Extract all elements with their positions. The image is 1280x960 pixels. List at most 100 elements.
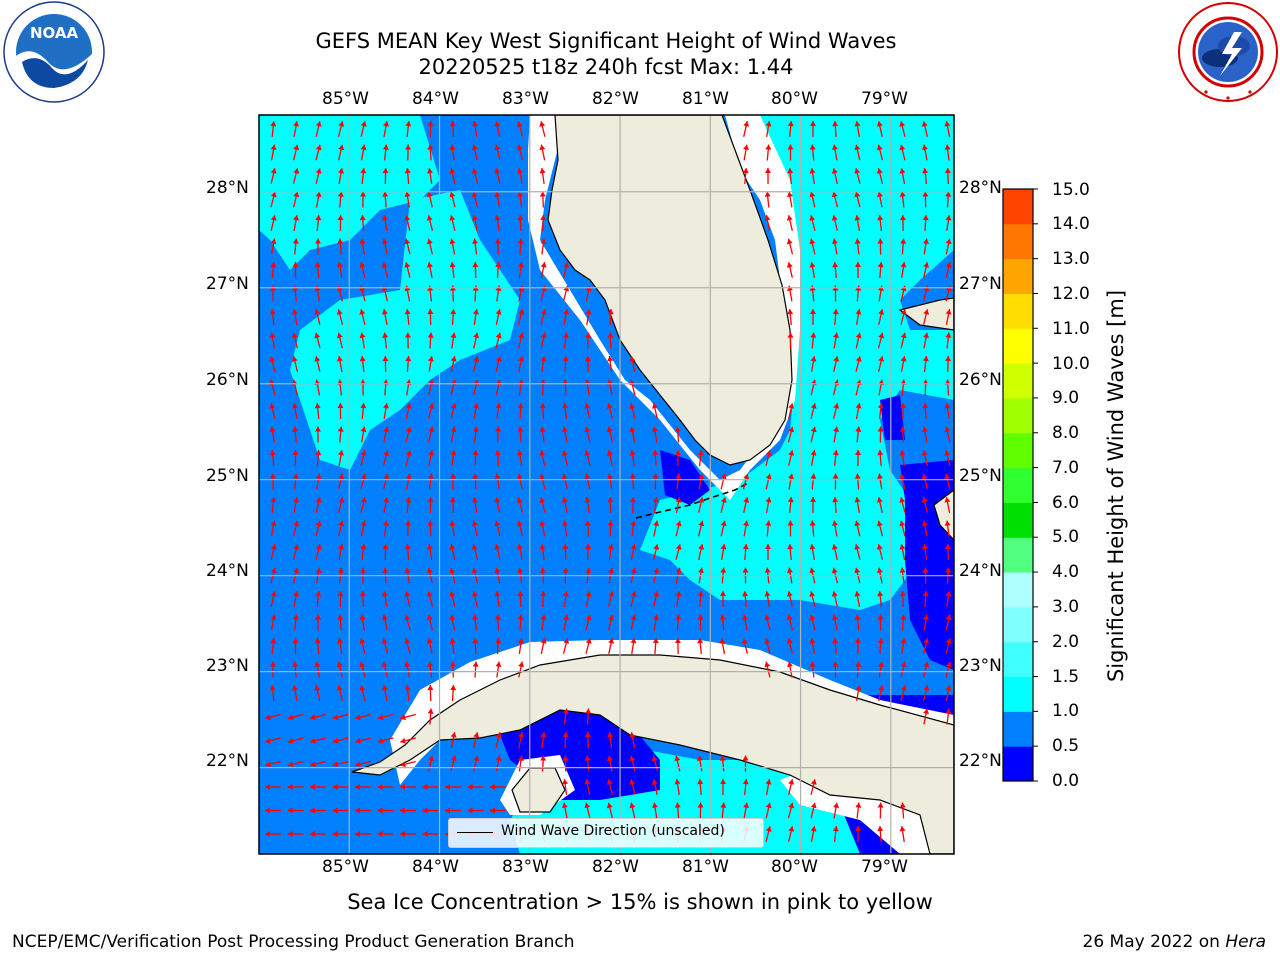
wave-direction-arrowhead — [518, 332, 525, 339]
wave-direction-arrowhead — [674, 638, 681, 644]
colorbar-segment — [1003, 467, 1033, 503]
wave-direction-arrowhead — [921, 450, 928, 456]
wave-direction-arrowhead — [450, 685, 457, 691]
wave-direction-arrowhead — [292, 614, 299, 620]
colorbar-segment — [1003, 502, 1033, 538]
wave-direction-arrowhead — [315, 497, 322, 503]
wave-direction-arrowhead — [427, 520, 434, 526]
wave-direction-arrowhead — [472, 497, 479, 503]
wave-direction-arrowhead — [427, 309, 434, 315]
wave-direction-arrowhead — [765, 144, 772, 150]
colorbar-tick: 0.0 — [1052, 771, 1080, 791]
wave-direction-arrowhead — [561, 473, 568, 480]
wave-direction-arrowhead — [517, 426, 524, 432]
wave-direction-arrowhead — [561, 426, 568, 433]
cuba-land — [351, 654, 954, 854]
wave-direction-arrowhead — [922, 591, 929, 597]
wave-direction-arrowhead — [788, 802, 795, 809]
wave-direction-arrowhead — [945, 708, 952, 714]
wave-direction-arrowhead — [675, 497, 682, 503]
wave-direction-arrowhead — [426, 215, 433, 221]
wave-direction-arrowhead — [854, 520, 861, 527]
wave-direction-arrowhead — [427, 332, 434, 338]
wave-direction-arrowhead — [809, 144, 816, 150]
wave-direction-arrowhead — [877, 826, 884, 832]
wave-direction-arrowhead — [540, 262, 547, 268]
wave-direction-arrowhead — [359, 661, 366, 668]
lat-label-left: 23°N — [206, 656, 249, 676]
wave-direction-arrowhead — [516, 121, 523, 127]
chart-title: GEFS MEAN Key West Significant Height of… — [315, 29, 897, 53]
wave-direction-arrowhead — [563, 638, 570, 644]
wave-direction-arrowhead — [584, 755, 591, 761]
wave-direction-arrowhead — [269, 450, 276, 456]
wave-direction-arrowhead — [900, 356, 907, 362]
wave-direction-arrowhead — [810, 802, 817, 809]
wave-direction-arrowhead — [900, 661, 907, 668]
wave-direction-arrowhead — [809, 215, 816, 221]
wave-direction-arrowhead — [787, 168, 794, 174]
wave-direction-arrowhead — [467, 784, 473, 790]
colorbar-segment — [1003, 258, 1033, 294]
wave-direction-arrowhead — [472, 309, 479, 315]
wave-direction-arrowhead — [472, 473, 479, 479]
wave-direction-arrowhead — [585, 285, 592, 292]
wave-direction-arrowhead — [630, 520, 637, 526]
wave-direction-arrowhead — [517, 567, 524, 573]
wave-direction-arrowhead — [764, 168, 771, 174]
wave-direction-arrowhead — [788, 473, 794, 480]
colorbar-tick: 10.0 — [1052, 354, 1090, 374]
wave-direction-arrowhead — [359, 309, 366, 315]
wave-direction-arrowhead — [923, 332, 930, 339]
wave-direction-arrowhead — [360, 168, 367, 174]
wave-direction-arrowhead — [332, 831, 338, 837]
wave-direction-arrowhead — [921, 144, 928, 151]
wave-direction-arrowhead — [629, 403, 636, 409]
wave-direction-arrowhead — [764, 614, 771, 621]
wave-direction-arrowhead — [428, 450, 435, 456]
wave-direction-arrowhead — [405, 356, 412, 362]
wave-direction-arrowhead — [265, 714, 271, 721]
wave-direction-arrowhead — [630, 567, 637, 574]
wave-direction-arrowhead — [899, 544, 906, 550]
wave-direction-arrowhead — [467, 807, 473, 814]
wave-direction-arrowhead — [291, 356, 298, 362]
wave-direction-arrowhead — [400, 831, 405, 837]
wave-direction-arrowhead — [270, 168, 277, 174]
wave-direction-arrowhead — [630, 544, 637, 550]
wave-direction-arrowhead — [787, 332, 794, 338]
wave-direction-arrowhead — [831, 191, 838, 198]
wave-direction-arrowhead — [359, 591, 366, 597]
wave-direction-arrowhead — [315, 144, 322, 151]
wave-direction-arrowhead — [310, 807, 315, 814]
wave-direction-arrowhead — [786, 591, 793, 597]
wave-direction-arrowhead — [900, 262, 907, 268]
wave-direction-arrowhead — [495, 755, 502, 762]
wave-direction-arrowhead — [921, 121, 928, 127]
wave-direction-arrowhead — [360, 497, 367, 503]
wave-direction-arrowhead — [516, 497, 523, 503]
wave-direction-arrowhead — [900, 285, 907, 292]
wave-direction-arrowhead — [270, 520, 277, 527]
wave-direction-arrowhead — [809, 309, 816, 315]
wave-direction-arrowhead — [293, 191, 300, 198]
wave-band-0.0-0.5 — [660, 450, 710, 505]
wave-direction-arrowhead — [517, 238, 524, 244]
wave-direction-arrowhead — [674, 426, 681, 432]
lat-label-right: 27°N — [959, 274, 1002, 294]
wave-direction-arrowhead — [382, 144, 389, 150]
wave-direction-arrowhead — [495, 403, 502, 409]
wave-direction-arrowhead — [899, 450, 906, 456]
wave-direction-arrowhead — [359, 685, 366, 691]
florida-land — [547, 115, 793, 466]
wave-direction-arrowhead — [449, 614, 456, 621]
wave-direction-arrowhead — [355, 784, 360, 790]
wave-direction-arrowhead — [741, 638, 748, 644]
lon-label-bottom: 83°W — [502, 857, 549, 877]
wave-direction-arrowhead — [653, 544, 660, 550]
wave-direction-arrowhead — [540, 332, 547, 339]
wave-direction-arrowhead — [377, 737, 384, 744]
wave-direction-arrowhead — [314, 262, 321, 268]
wave-direction-arrowhead — [877, 426, 884, 432]
wave-direction-arrowhead — [292, 450, 299, 456]
